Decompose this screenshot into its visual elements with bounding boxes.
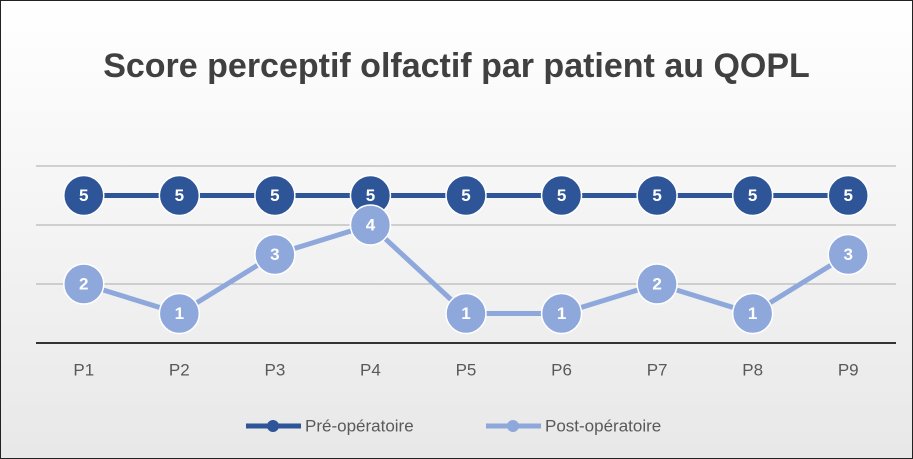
legend-label: Post-opératoire	[545, 416, 661, 435]
point	[636, 174, 678, 217]
data-label: 5	[843, 186, 852, 205]
x-tick-label: P5	[456, 360, 477, 379]
data-label: 5	[270, 186, 279, 205]
point	[540, 174, 583, 217]
x-tick-label: P2	[169, 360, 190, 379]
data-label: 5	[175, 186, 184, 205]
data-label: 5	[366, 186, 375, 205]
point	[445, 292, 487, 335]
data-label: 1	[461, 304, 470, 323]
legend-marker	[267, 420, 279, 432]
data-label: 3	[843, 245, 852, 264]
data-label: 5	[79, 186, 88, 205]
point	[827, 233, 869, 276]
point	[731, 292, 774, 335]
x-tick-label: P6	[551, 360, 572, 379]
data-label: 5	[557, 186, 566, 205]
point	[158, 174, 201, 217]
point	[254, 233, 296, 276]
legend-label: Pré-opératoire	[305, 416, 414, 435]
point	[827, 174, 869, 217]
data-label: 2	[652, 274, 661, 293]
x-tick-label: P9	[838, 360, 859, 379]
point	[731, 174, 774, 217]
point	[158, 292, 201, 335]
x-tick-label: P1	[73, 360, 94, 379]
x-tick-label: P8	[742, 360, 763, 379]
data-label: 3	[270, 245, 279, 264]
data-label: 1	[557, 304, 566, 323]
data-label: 5	[461, 186, 470, 205]
point	[349, 204, 392, 246]
x-tick-label: P7	[647, 360, 668, 379]
legend-marker	[507, 420, 519, 432]
x-tick-label: P3	[264, 360, 285, 379]
data-label: 1	[175, 304, 184, 323]
point	[63, 263, 105, 305]
data-label: 5	[748, 186, 757, 205]
point	[445, 174, 487, 217]
data-label: 4	[366, 215, 376, 234]
point	[636, 263, 678, 305]
data-label: 2	[79, 274, 88, 293]
point	[63, 174, 105, 217]
point	[540, 292, 583, 335]
x-tick-label: P4	[360, 360, 381, 379]
data-label: 1	[748, 304, 757, 323]
chart-title: Score perceptif olfactif par patient au …	[103, 47, 810, 85]
point	[254, 174, 296, 217]
data-label: 5	[652, 186, 661, 205]
